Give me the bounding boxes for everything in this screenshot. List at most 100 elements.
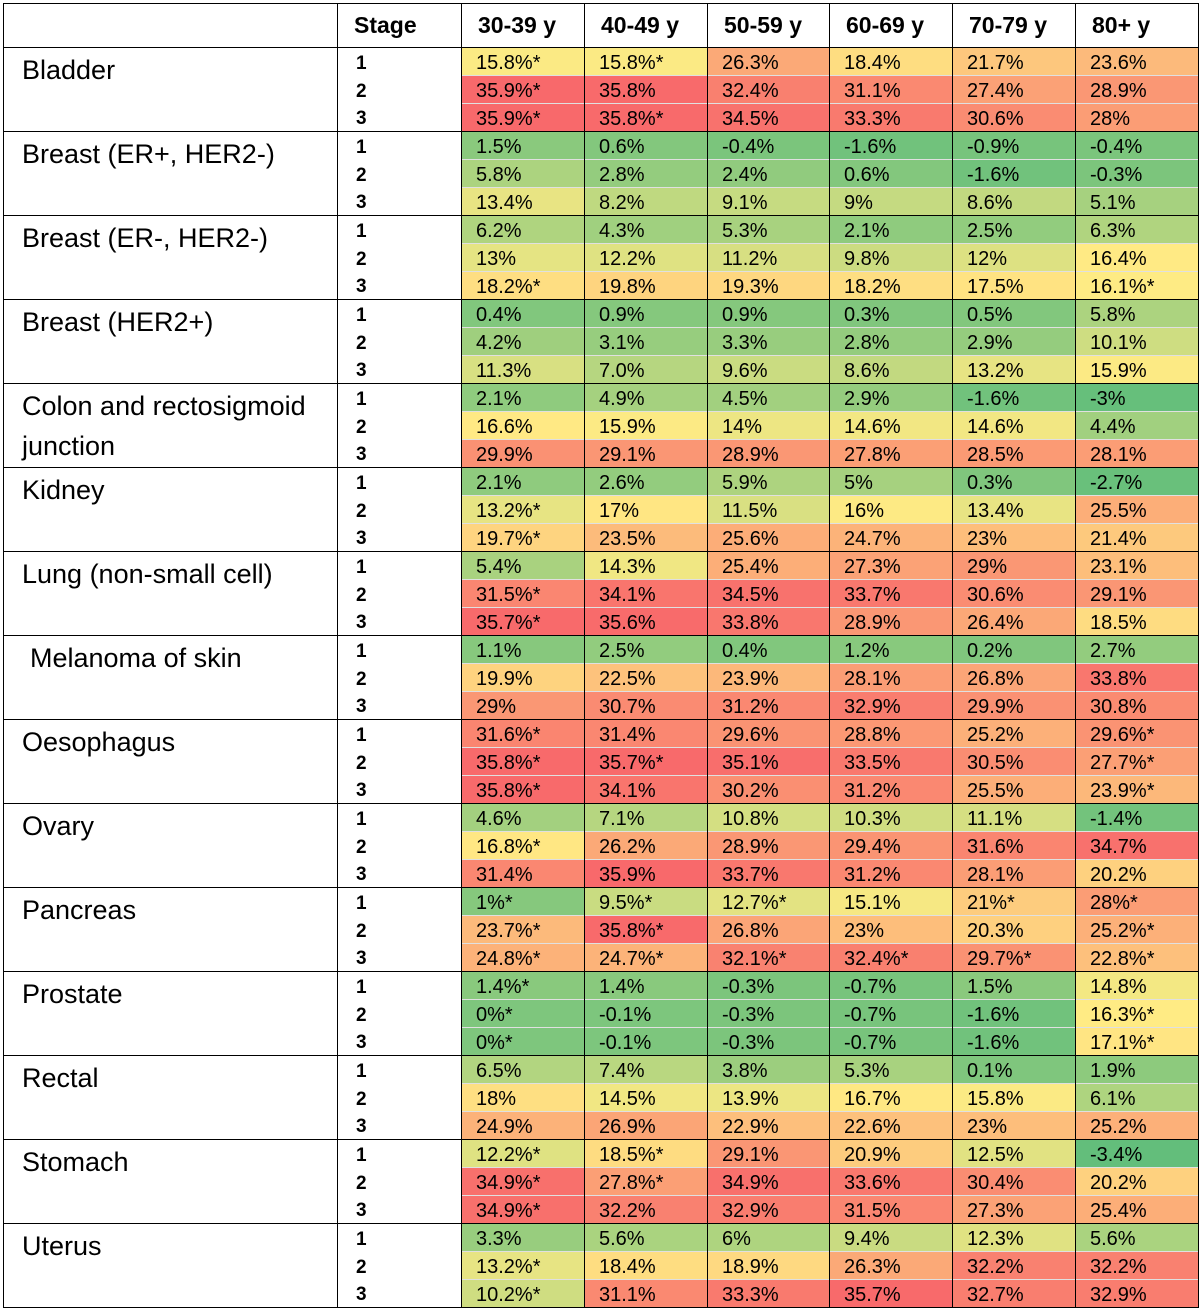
value-cell-colon-and-rectosigmoid-junction-stage-1-age-60-69: 2.9% [829,383,953,412]
table-row: 3 18.2%* 19.8% 19.3% 18.2% 17.5% 16.1%* [4,271,1199,300]
value-cell-oesophagus-stage-2-age-80-plus: 27.7%* [1075,747,1199,776]
value-cell-breast-her2-stage-2-age-30-39: 4.2% [461,327,585,356]
value-cell-stomach-stage-3-age-80-plus: 25.4% [1075,1195,1199,1224]
header-blank-cell [3,3,338,48]
cancer-label-kidney: Kidney [3,467,338,552]
value-cell-lung-non-small-cell-stage-1-age-30-39: 5.4% [461,551,585,580]
value-cell-rectal-stage-2-age-60-69: 16.7% [829,1083,953,1112]
value-cell-kidney-stage-2-age-70-79: 13.4% [952,495,1076,524]
value-cell-stomach-stage-3-age-50-59: 32.9% [707,1195,830,1224]
value-cell-ovary-stage-1-age-50-59: 10.8% [707,803,830,832]
value-cell-pancreas-stage-2-age-70-79: 20.3% [952,915,1076,944]
value-cell-breast-her2-stage-1-age-70-79: 0.5% [952,299,1076,328]
table-row: 2 13.2%* 17% 11.5% 16% 13.4% 25.5% [4,495,1199,524]
cancer-label-pancreas: Pancreas [3,887,338,972]
stage-label: 2 [337,1167,462,1196]
value-cell-pancreas-stage-3-age-70-79: 29.7%* [952,943,1076,972]
value-cell-kidney-stage-3-age-60-69: 24.7% [829,523,953,552]
value-cell-bladder-stage-3-age-60-69: 33.3% [829,103,953,132]
value-cell-oesophagus-stage-1-age-70-79: 25.2% [952,719,1076,748]
value-cell-breast-er-her2-stage-2-age-80-plus: 16.4% [1075,243,1199,272]
value-cell-ovary-stage-2-age-80-plus: 34.7% [1075,831,1199,860]
stage-label: 2 [337,831,462,860]
value-cell-colon-and-rectosigmoid-junction-stage-1-age-80-plus: -3% [1075,383,1199,412]
value-cell-breast-er-her2-stage-3-age-30-39: 13.4% [461,187,585,216]
value-cell-breast-her2-stage-3-age-60-69: 8.6% [829,355,953,384]
value-cell-melanoma-of-skin-stage-3-age-30-39: 29% [461,691,585,720]
stage-label: 1 [337,1055,462,1084]
value-cell-lung-non-small-cell-stage-1-age-80-plus: 23.1% [1075,551,1199,580]
stage-label: 1 [337,215,462,244]
table-row: Ovary 1 4.6% 7.1% 10.8% 10.3% 11.1% -1.4% [3,803,1199,888]
value-cell-kidney-stage-2-age-30-39: 13.2%* [461,495,585,524]
value-cell-colon-and-rectosigmoid-junction-stage-3-age-80-plus: 28.1% [1075,439,1199,468]
value-cell-uterus-stage-3-age-50-59: 33.3% [707,1279,830,1308]
value-cell-breast-er-her2-stage-1-age-70-79: 2.5% [952,215,1076,244]
value-cell-uterus-stage-3-age-70-79: 32.7% [952,1279,1076,1308]
value-cell-prostate-stage-2-age-60-69: -0.7% [829,999,953,1028]
value-cell-stomach-stage-3-age-70-79: 27.3% [952,1195,1076,1224]
value-cell-melanoma-of-skin-stage-1-age-40-49: 2.5% [584,635,708,664]
value-cell-breast-er-her2-stage-3-age-60-69: 9% [829,187,953,216]
value-cell-colon-and-rectosigmoid-junction-stage-1-age-40-49: 4.9% [584,383,708,412]
value-cell-breast-er-her2-stage-3-age-80-plus: 16.1%* [1075,271,1199,300]
value-cell-kidney-stage-1-age-80-plus: -2.7% [1075,467,1199,496]
stage-label: 3 [337,523,462,552]
stage-label: 2 [337,999,462,1028]
value-cell-uterus-stage-2-age-30-39: 13.2%* [461,1251,585,1280]
value-cell-bladder-stage-2-age-40-49: 35.8% [584,75,708,104]
cancer-label-uterus: Uterus [3,1223,338,1308]
value-cell-breast-er-her2-stage-3-age-50-59: 9.1% [707,187,830,216]
table-row: 3 11.3% 7.0% 9.6% 8.6% 13.2% 15.9% [4,355,1199,384]
table-row: 3 13.4% 8.2% 9.1% 9% 8.6% 5.1% [4,187,1199,216]
stage-label: 3 [337,187,462,216]
stage-label: 1 [337,803,462,832]
stage-label: 1 [337,383,462,412]
value-cell-colon-and-rectosigmoid-junction-stage-1-age-50-59: 4.5% [707,383,830,412]
value-cell-colon-and-rectosigmoid-junction-stage-3-age-70-79: 28.5% [952,439,1076,468]
value-cell-bladder-stage-1-age-80-plus: 23.6% [1075,47,1199,76]
value-cell-breast-her2-stage-1-age-80-plus: 5.8% [1075,299,1199,328]
value-cell-ovary-stage-1-age-80-plus: -1.4% [1075,803,1199,832]
stage-label: 2 [337,495,462,524]
value-cell-ovary-stage-3-age-70-79: 28.1% [952,859,1076,888]
value-cell-rectal-stage-2-age-70-79: 15.8% [952,1083,1076,1112]
value-cell-breast-er-her2-stage-3-age-70-79: 8.6% [952,187,1076,216]
value-cell-lung-non-small-cell-stage-2-age-40-49: 34.1% [584,579,708,608]
table-row: Lung (non-small cell) 1 5.4% 14.3% 25.4% 27.3… [3,551,1199,636]
value-cell-stomach-stage-3-age-30-39: 34.9%* [461,1195,585,1224]
value-cell-rectal-stage-3-age-30-39: 24.9% [461,1111,585,1140]
cancer-label-bladder: Bladder [3,47,338,132]
value-cell-breast-er-her2-stage-3-age-60-69: 18.2% [829,271,953,300]
value-cell-pancreas-stage-2-age-80-plus: 25.2%* [1075,915,1199,944]
value-cell-kidney-stage-2-age-80-plus: 25.5% [1075,495,1199,524]
table-row: 3 24.8%* 24.7%* 32.1%* 32.4%* 29.7%* 22.8%* [4,943,1199,972]
stage-label: 2 [337,915,462,944]
value-cell-bladder-stage-2-age-70-79: 27.4% [952,75,1076,104]
value-cell-lung-non-small-cell-stage-2-age-80-plus: 29.1% [1075,579,1199,608]
value-cell-kidney-stage-3-age-40-49: 23.5% [584,523,708,552]
value-cell-lung-non-small-cell-stage-1-age-60-69: 27.3% [829,551,953,580]
value-cell-breast-er-her2-stage-3-age-80-plus: 5.1% [1075,187,1199,216]
value-cell-ovary-stage-1-age-70-79: 11.1% [952,803,1076,832]
cancer-label-breast-er-her2: Breast (ER+, HER2-) [3,131,338,216]
value-cell-oesophagus-stage-1-age-80-plus: 29.6%* [1075,719,1199,748]
value-cell-melanoma-of-skin-stage-3-age-80-plus: 30.8% [1075,691,1199,720]
value-cell-colon-and-rectosigmoid-junction-stage-3-age-60-69: 27.8% [829,439,953,468]
stage-label: 2 [337,411,462,440]
stage-label: 1 [337,635,462,664]
value-cell-breast-er-her2-stage-1-age-70-79: -0.9% [952,131,1076,160]
stage-label: 3 [337,1279,462,1308]
value-cell-pancreas-stage-3-age-40-49: 24.7%* [584,943,708,972]
value-cell-bladder-stage-3-age-70-79: 30.6% [952,103,1076,132]
value-cell-prostate-stage-1-age-50-59: -0.3% [707,971,830,1000]
table-row: Stomach 1 12.2%* 18.5%* 29.1% 20.9% 12.5% -3.4% [3,1139,1199,1224]
value-cell-ovary-stage-1-age-40-49: 7.1% [584,803,708,832]
table-row: 2 34.9%* 27.8%* 34.9% 33.6% 30.4% 20.2% [4,1167,1199,1196]
value-cell-oesophagus-stage-3-age-70-79: 25.5% [952,775,1076,804]
value-cell-lung-non-small-cell-stage-3-age-60-69: 28.9% [829,607,953,636]
table-row: 2 0%* -0.1% -0.3% -0.7% -1.6% 16.3%* [4,999,1199,1028]
value-cell-melanoma-of-skin-stage-3-age-40-49: 30.7% [584,691,708,720]
value-cell-pancreas-stage-3-age-30-39: 24.8%* [461,943,585,972]
value-cell-breast-er-her2-stage-2-age-40-49: 12.2% [584,243,708,272]
